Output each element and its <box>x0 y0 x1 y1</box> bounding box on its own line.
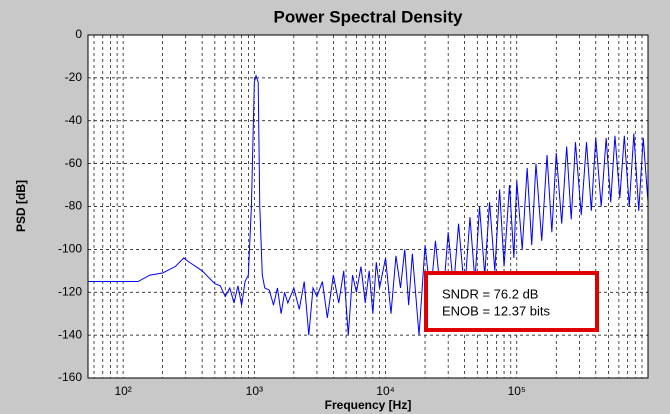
annotation-text: ENOB = 12.37 bits <box>442 303 551 318</box>
y-tick-label: -120 <box>58 284 82 298</box>
psd-line <box>88 73 649 336</box>
y-axis-label: PSD [dB] <box>14 180 28 232</box>
y-tick-label: -20 <box>65 70 83 84</box>
annotation-text: SNDR = 76.2 dB <box>442 286 538 301</box>
plot-border <box>87 34 649 379</box>
y-tick-label: -80 <box>65 199 83 213</box>
x-tick-label: 10⁵ <box>508 384 526 398</box>
y-tick-label: -140 <box>58 327 82 341</box>
x-tick-label: 10⁴ <box>376 384 395 398</box>
x-tick-label: 10² <box>114 384 131 398</box>
x-tick-label: 10³ <box>246 384 263 398</box>
x-axis-label: Frequency [Hz] <box>325 398 412 412</box>
y-tick-label: -40 <box>65 113 83 127</box>
annotation-box <box>424 271 599 332</box>
y-tick-label: -100 <box>58 242 82 256</box>
y-tick-label: -60 <box>65 156 83 170</box>
y-tick-label: 0 <box>75 27 82 41</box>
y-tick-label: -160 <box>58 370 82 384</box>
chart-title: Power Spectral Density <box>274 7 464 26</box>
